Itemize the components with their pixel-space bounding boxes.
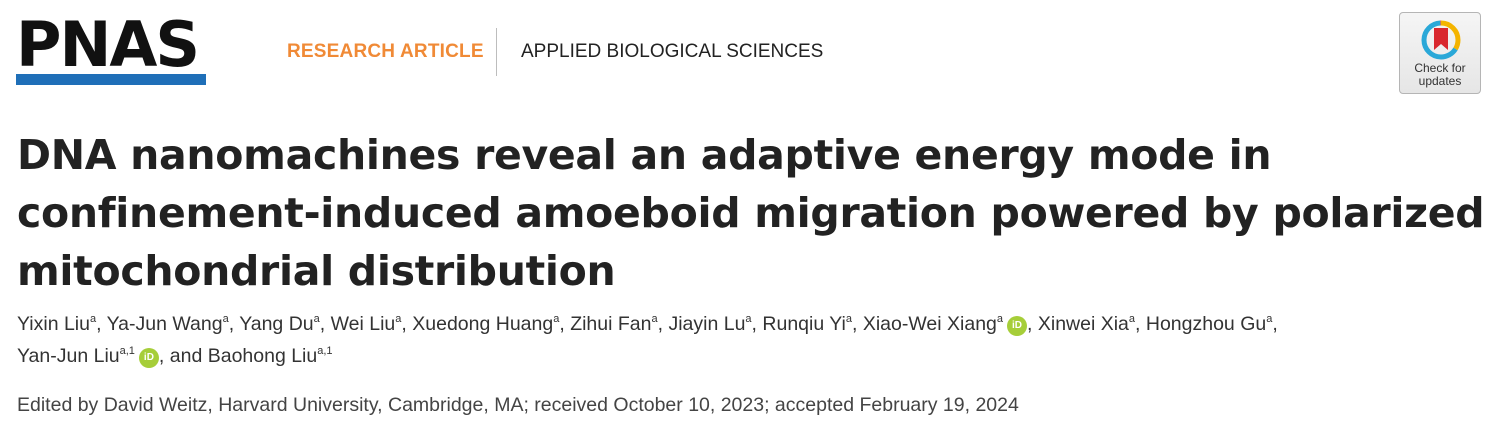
author-name-text: Xinwei Xia <box>1037 313 1129 335</box>
author-separator: , <box>401 313 413 335</box>
affiliation-marker: a <box>89 313 97 325</box>
author-separator: , <box>1272 313 1278 335</box>
orcid-icon[interactable]: iD <box>1007 316 1028 336</box>
author-name[interactable]: Hongzhou Gua <box>1146 313 1272 335</box>
affiliation-marker: a,1 <box>317 345 333 357</box>
author-separator: , <box>559 313 571 335</box>
affiliation-marker: a,1 <box>119 345 135 357</box>
author-name-text: Hongzhou Gu <box>1145 313 1267 335</box>
check-for-updates-button[interactable]: Check for updates <box>1399 12 1481 94</box>
author-name[interactable]: Xiao-Wei XiangaiD <box>862 313 1028 336</box>
logo-text: PNAS <box>16 8 200 81</box>
author-name-text: Ya-Jun Wang <box>106 313 223 335</box>
author-name-text: Yixin Liu <box>17 313 90 335</box>
affiliation-marker: a <box>395 313 402 325</box>
author-separator: , <box>319 313 331 335</box>
affiliation-marker: a <box>745 313 752 325</box>
author-list: Yixin Liua, Ya-Jun Wanga, Yang Dua, Wei … <box>17 308 1457 372</box>
author-name-text: Zihui Fan <box>570 313 652 335</box>
author-name[interactable]: Wei Liua <box>331 313 402 335</box>
cfu-line2: updates <box>1418 74 1462 88</box>
author-separator: , <box>96 313 107 335</box>
logo-underline <box>16 74 206 85</box>
author-name[interactable]: Xuedong Huanga <box>412 313 559 335</box>
author-name-text: Yan-Jun Liu <box>17 345 120 367</box>
affiliation-marker: a <box>996 313 1004 325</box>
author-name[interactable]: Jiayin Lua <box>668 313 751 335</box>
author-separator: , <box>852 313 863 335</box>
author-separator: , <box>1135 313 1146 335</box>
author-name-text: Wei Liu <box>330 313 396 335</box>
author-separator: , <box>1027 313 1038 335</box>
affiliation-marker: a <box>222 313 229 325</box>
author-name[interactable]: Runqiu Yia <box>762 313 852 335</box>
author-separator: , and <box>158 345 208 367</box>
author-name-text: Baohong Liu <box>207 345 318 367</box>
article-section: APPLIED BIOLOGICAL SCIENCES <box>521 41 824 62</box>
check-for-updates-label: Check for updates <box>1400 62 1480 88</box>
orcid-icon[interactable]: iD <box>138 348 159 368</box>
affiliation-marker: a <box>1128 313 1136 325</box>
author-name-text: Xuedong Huang <box>412 313 554 335</box>
author-name-text: Runqiu Yi <box>762 313 846 335</box>
author-separator: , <box>751 313 763 335</box>
check-for-updates-icon <box>1421 20 1461 60</box>
affiliation-marker: a <box>553 313 560 325</box>
article-title: DNA nanomachines reveal an adaptive ener… <box>17 131 1485 295</box>
author-name-text: Yang Du <box>239 313 314 335</box>
pnas-logo[interactable]: PNAS <box>16 14 206 86</box>
author-name-text: Jiayin Lu <box>668 313 746 335</box>
author-name-text: Xiao-Wei Xiang <box>862 313 997 335</box>
author-name[interactable]: Xinwei Xiaa <box>1038 313 1135 335</box>
article-type: RESEARCH ARTICLE <box>287 41 484 62</box>
header-divider <box>496 28 497 76</box>
affiliation-marker: a <box>313 313 320 325</box>
author-name[interactable]: Yixin Liua <box>17 313 96 335</box>
author-name[interactable]: Ya-Jun Wanga <box>107 313 229 335</box>
affiliation-marker: a <box>845 313 852 325</box>
affiliation-marker: a <box>1266 313 1273 325</box>
author-name[interactable]: Yan-Jun Liua,1iD <box>17 345 159 368</box>
author-name[interactable]: Baohong Liua,1 <box>208 345 333 367</box>
affiliation-marker: a <box>651 313 658 325</box>
author-separator: , <box>657 313 669 335</box>
author-separator: , <box>228 313 240 335</box>
editorial-info: Edited by David Weitz, Harvard Universit… <box>17 394 1019 416</box>
author-name[interactable]: Yang Dua <box>239 313 320 335</box>
author-name[interactable]: Zihui Fana <box>570 313 657 335</box>
cfu-line1: Check for <box>1414 61 1466 75</box>
